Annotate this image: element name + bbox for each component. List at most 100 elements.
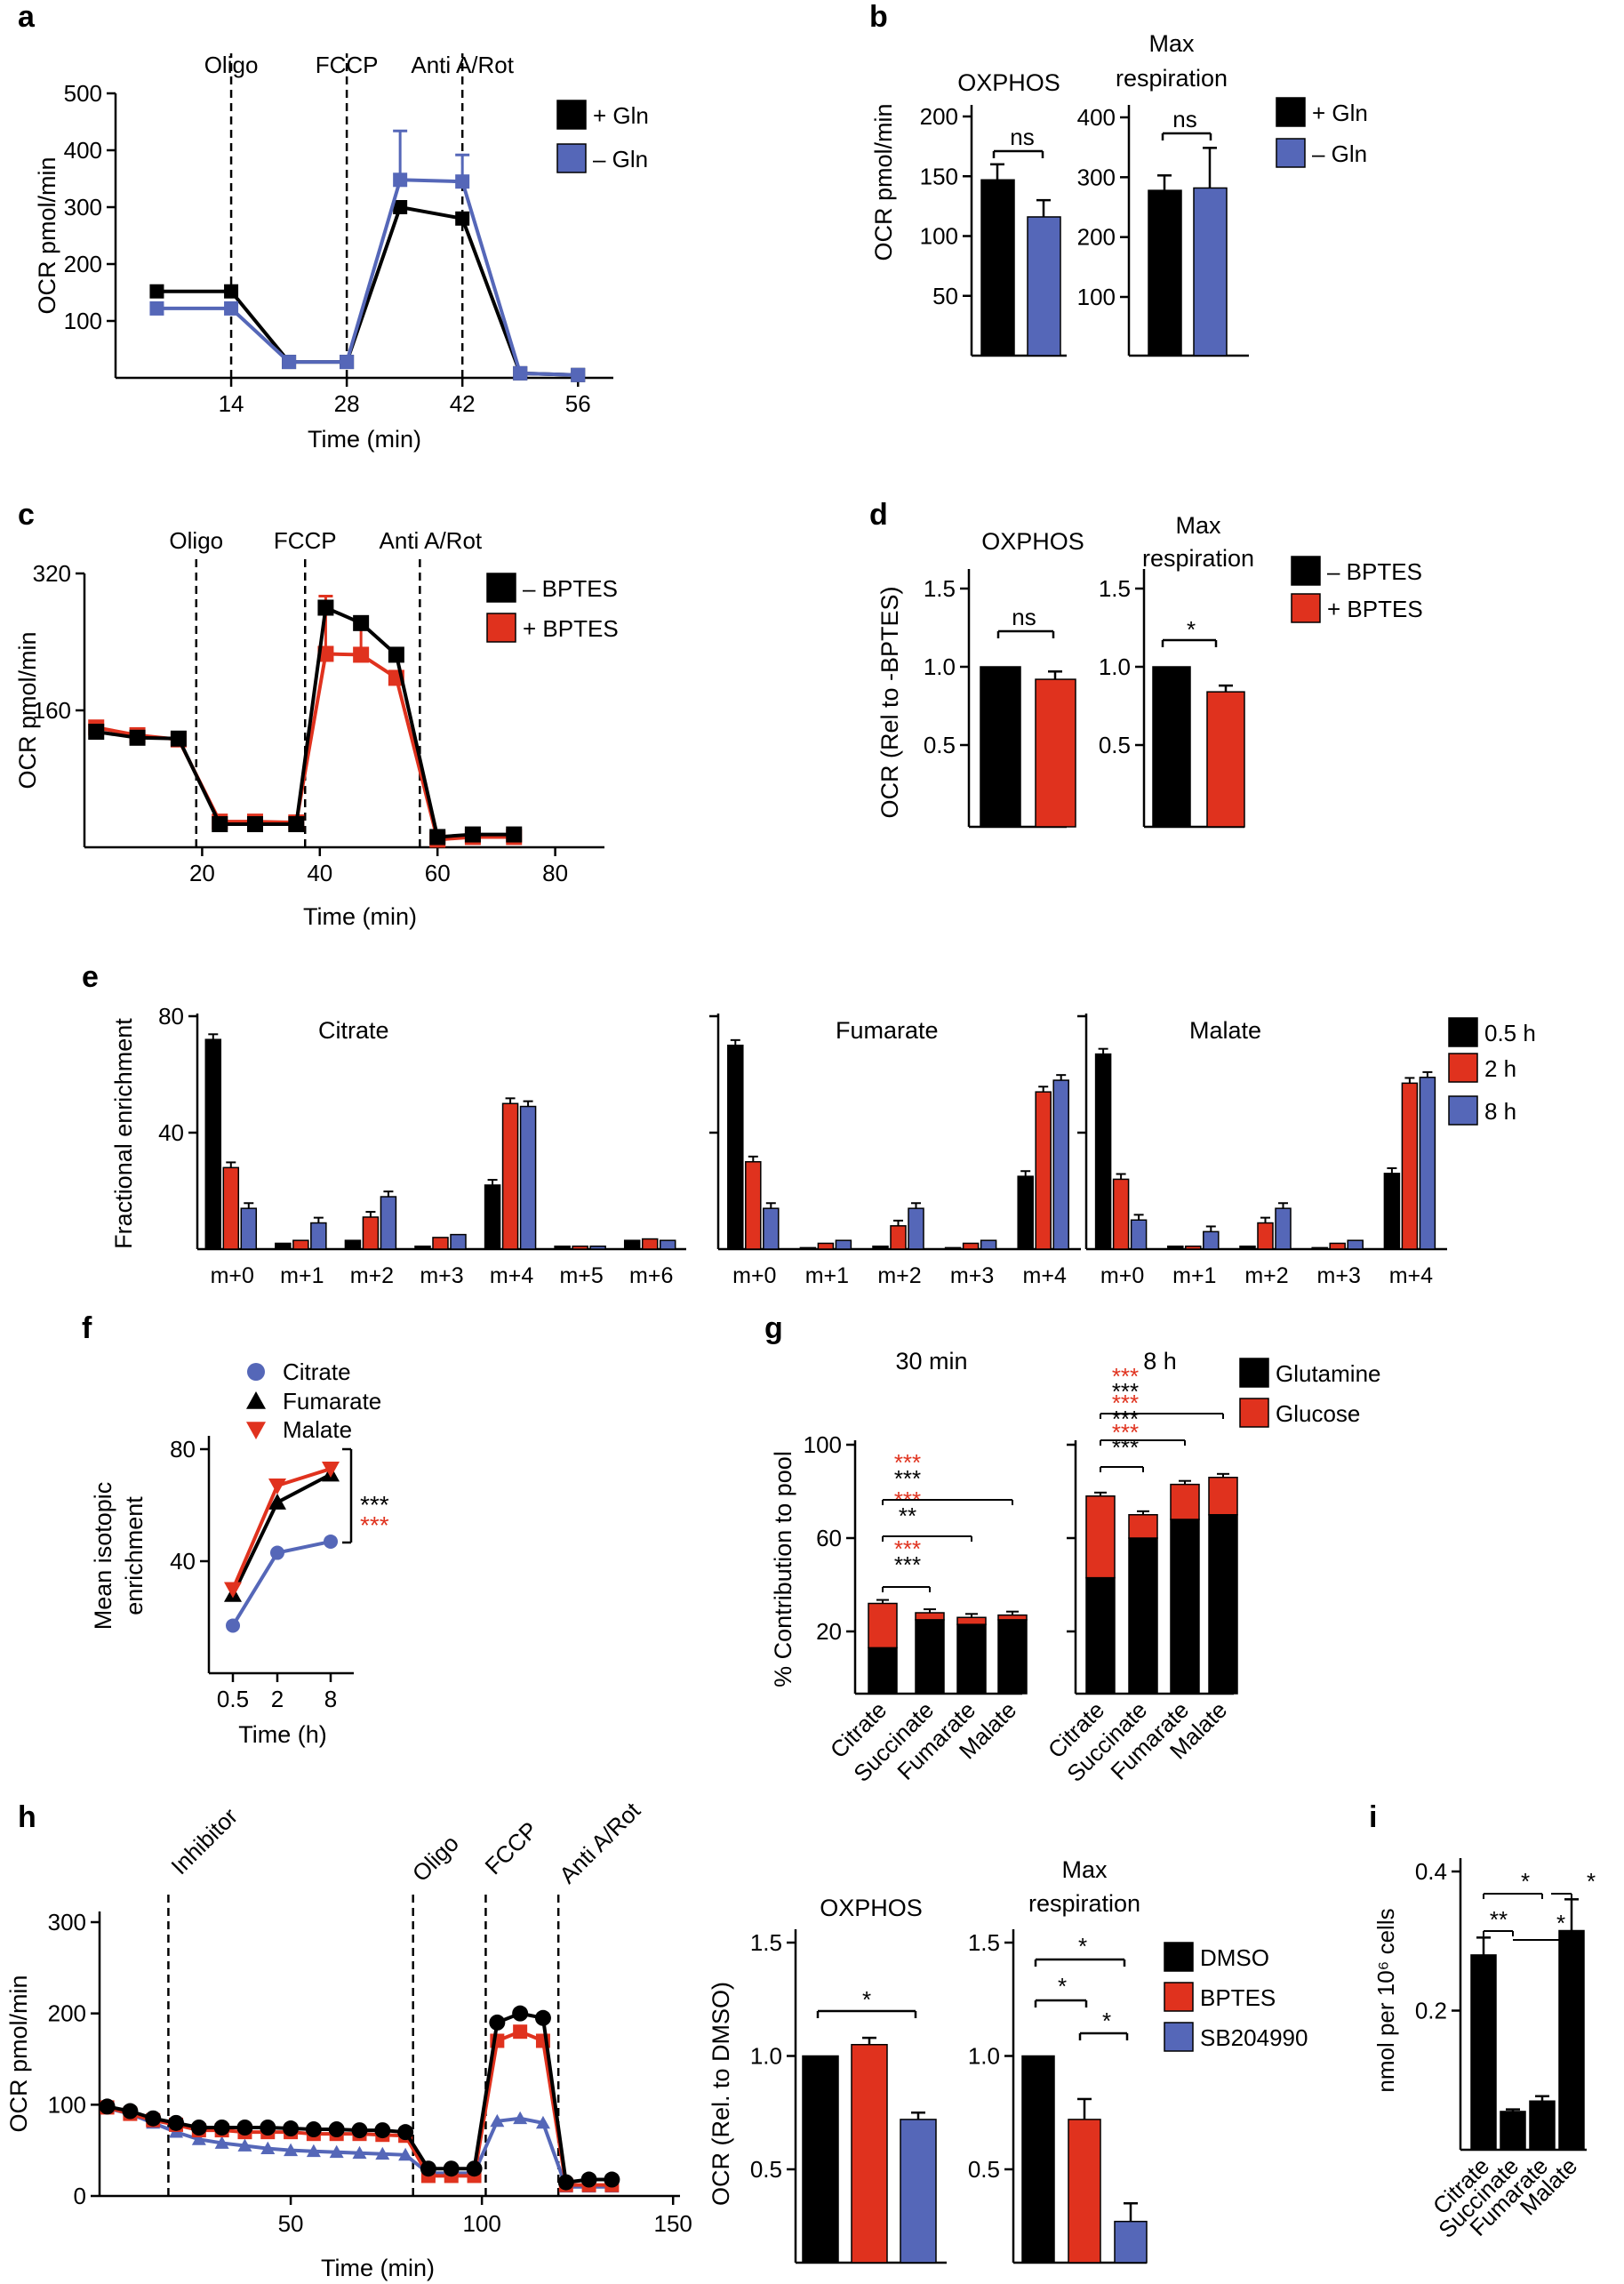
panel-e-bar [727, 1045, 744, 1250]
panel-h2-legend-item-2-label: SB204990 [1200, 2024, 1308, 2051]
panel-c-x-tick-label: 20 [189, 860, 215, 886]
panel-f-y-tick-label: 40 [170, 1548, 196, 1575]
panel-g-g1-title: 8 h [1143, 1348, 1177, 1374]
panel-e-bar [222, 1166, 240, 1250]
panel-h-point [580, 2171, 597, 2188]
panel-a-point [455, 211, 470, 226]
panel-d-legend-item-0-swatch [1291, 556, 1321, 586]
panel-h-point [213, 2120, 230, 2136]
panel-b-g1-y-tick-label: 200 [1077, 224, 1116, 251]
panel-h-point [283, 2120, 300, 2137]
panel-h-point [604, 2171, 620, 2188]
panel-h-point [260, 2120, 276, 2136]
panel-b-g1-y-tick-label: 300 [1077, 164, 1116, 190]
panel-f-x-tick-label: 2 [271, 1686, 284, 1712]
panel-e-bar [1311, 1246, 1328, 1250]
panel-g-bar-glucose [956, 1616, 987, 1625]
panel-f-point [226, 1618, 240, 1633]
panel-e-bar [1052, 1079, 1069, 1250]
panel-d-g1-y-tick-label: 1.5 [1099, 575, 1131, 602]
panel-h-point [236, 2120, 253, 2136]
panel-b-legend-item-1-swatch [1276, 138, 1306, 168]
panel-h2-g1-y-tick-label: 1.5 [968, 1929, 1000, 1956]
panel-h-x-tick-label: 150 [654, 2210, 692, 2237]
panel-b-g0-y-tick-label: 50 [932, 283, 958, 309]
panel-h2-legend-item-2-swatch [1164, 2022, 1194, 2052]
panel-c-point [88, 724, 105, 741]
panel-h2-g0-y-tick-label: 1.0 [750, 2043, 782, 2070]
panel-a-point [224, 301, 239, 316]
panel-h-point [513, 2024, 528, 2040]
panel-c-point [506, 826, 523, 843]
panel-e-bar [1419, 1077, 1436, 1250]
panel-h-point [191, 2132, 206, 2145]
panel-d-g1-y-tick-label: 1.0 [1099, 653, 1131, 680]
panel-e-bar [623, 1239, 641, 1250]
panel-h-point [513, 2111, 528, 2125]
panel-a-x-tick-label: 28 [334, 390, 360, 417]
panel-c-legend-item-1-label: + BPTES [523, 615, 619, 642]
panel-e-bar [908, 1207, 924, 1250]
panel-f-point [268, 1478, 286, 1495]
panel-e-bar [890, 1225, 907, 1250]
panel-e-category-label: m+5 [559, 1263, 603, 1288]
panel-h-point [99, 2098, 116, 2115]
panel-e-category-label: m+4 [1389, 1263, 1433, 1288]
panel-h-point [328, 2121, 345, 2138]
panel-a-legend-item-1-label: – Gln [593, 146, 648, 172]
panel-e-ylabel: Fractional enrichment [110, 1018, 137, 1249]
panel-c-ylabel: OCR pmol/min [14, 631, 41, 789]
panel-e-legend-item-0-swatch [1448, 1017, 1478, 1047]
panel-c-legend-item-1-swatch [486, 613, 516, 643]
panel-f-point [270, 1545, 284, 1560]
panel-e-category-label: m+0 [732, 1263, 776, 1288]
panel-h-y-tick-label: 0 [74, 2183, 86, 2209]
panel-i-bar-3 [1558, 1929, 1585, 2151]
panel-f-point [224, 1582, 242, 1599]
panel-f-legend-marker-2 [246, 1422, 266, 1439]
panel-e-bar [484, 1184, 501, 1250]
panel-d-ylabel: OCR (Rel to -BPTES) [876, 586, 903, 818]
panel-g-sig-black: *** [894, 1551, 921, 1578]
panel-g-bar-glutamine [956, 1623, 987, 1695]
panel-b-legend-item-0-label: + Gln [1312, 100, 1368, 126]
panel-h2-g0-sig-label: * [862, 1986, 871, 2013]
panel-e-bar [204, 1038, 222, 1250]
panel-g-legend-item-0-swatch [1239, 1358, 1269, 1388]
panel-f-y-tick-label: 80 [170, 1436, 196, 1463]
panel-h-point [535, 2115, 550, 2129]
panel-h2-legend-item-0-swatch [1164, 1942, 1194, 1972]
panel-b-g0-title: OXPHOS [957, 69, 1060, 96]
panel-h-point [352, 2145, 367, 2160]
panel-h2-g1-sig-label: * [1078, 1933, 1087, 1959]
panel-h-point [420, 2160, 436, 2177]
panel-letter-c: c [18, 498, 35, 532]
panel-d-g1-title-line1: Max [1175, 512, 1221, 539]
panel-h2-legend-item-1-label: BPTES [1200, 1984, 1276, 2011]
panel-d-g0-y-tick-label: 1.5 [924, 575, 956, 602]
panel-e-bar [1275, 1207, 1292, 1250]
panel-i-y-tick-label: 0.2 [1415, 1998, 1447, 2024]
panel-c-injection-label: Anti A/Rot [380, 527, 483, 554]
panel-a-point [149, 284, 164, 299]
panel-a-y-tick-label: 400 [64, 137, 102, 164]
panel-g-sig-black: *** [1112, 1434, 1139, 1461]
panel-h-y-tick-label: 200 [48, 2000, 86, 2027]
panel-e-legend-item-1-swatch [1448, 1053, 1478, 1083]
panel-g-bar-glutamine [997, 1619, 1028, 1695]
panel-g-sig-red: *** [1112, 1390, 1139, 1416]
panel-e-bar [745, 1161, 762, 1250]
panel-h-point [122, 2103, 139, 2120]
panel-e-bar [344, 1239, 362, 1250]
panel-h-xlabel: Time (min) [321, 2255, 435, 2281]
panel-e-bar [450, 1233, 467, 1250]
panel-d-g1-y-tick-label: 0.5 [1099, 732, 1131, 758]
panel-f-point [324, 1534, 338, 1549]
panel-e-g1-title: Fumarate [836, 1017, 939, 1044]
panel-f-legend-label-1: Fumarate [283, 1388, 381, 1414]
panel-c-xlabel: Time (min) [303, 903, 417, 930]
panel-g-ylabel: % Contribution to pool [770, 1451, 796, 1687]
panel-h-point [190, 2120, 207, 2136]
panel-a-ylabel: OCR pmol/min [34, 156, 60, 314]
